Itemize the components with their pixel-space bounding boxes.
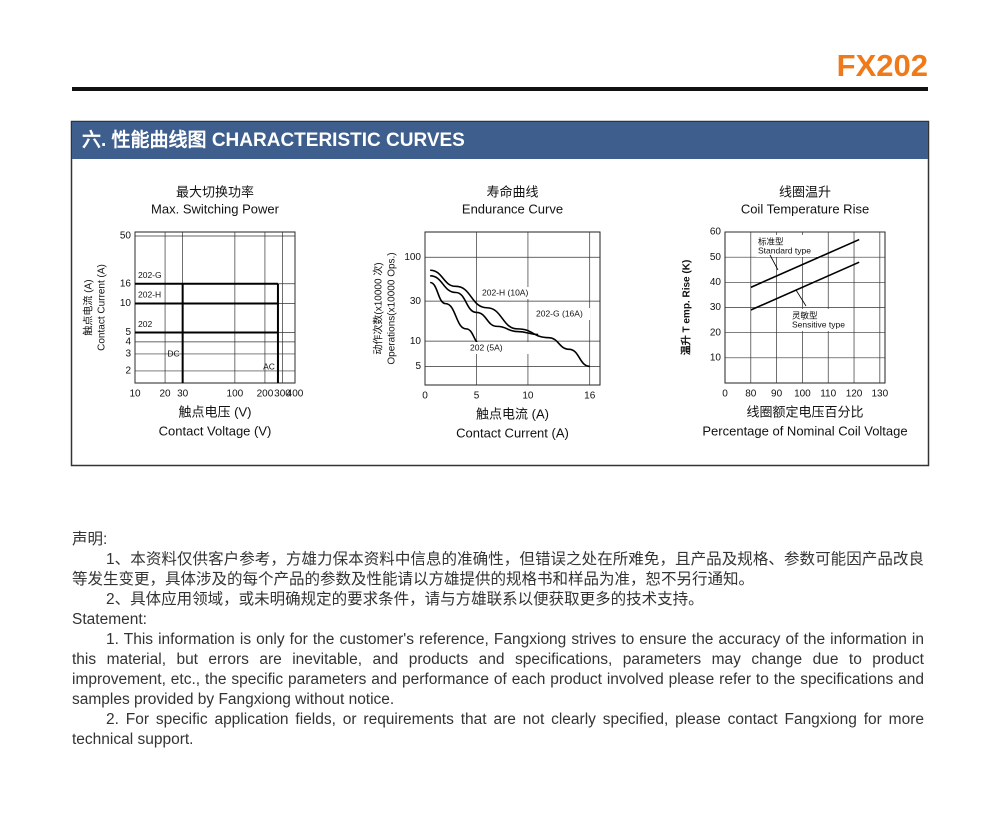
series-line (750, 238, 860, 289)
series-line (430, 275, 539, 336)
y-tick-label: 10 (120, 298, 132, 309)
statement-item: 1. This information is only for the cust… (72, 631, 924, 708)
statement: 声明: 1、本资料仅供客户参考，方雄力保本资料中信息的准确性，但错误之处在所难免… (72, 530, 924, 750)
x-tick-label: 10 (522, 391, 534, 402)
y-label-cn: 触点电流 (A) (82, 279, 95, 335)
x-label: Contact Current (A) (456, 425, 569, 440)
series-label: 202-H (10A) (482, 287, 528, 297)
series-label: 202-H (138, 290, 161, 300)
label-bg (136, 270, 164, 281)
model: FX202 (837, 48, 928, 83)
x-label: Percentage of Nominal Coil Voltage (702, 423, 907, 438)
y-tick-label: 10 (410, 336, 422, 347)
x-tick-label: 90 (771, 389, 783, 400)
label-bg (790, 309, 852, 331)
chart-title: Coil Temperature Rise (741, 201, 869, 216)
chart-title: Max. Switching Power (151, 201, 280, 216)
x-tick-label: 10 (129, 389, 141, 400)
x-tick-label: 120 (846, 389, 863, 400)
statement-title: 声明: (72, 531, 108, 548)
x-tick-label: 400 (287, 389, 304, 400)
y-tick-label: 5 (125, 327, 131, 338)
y-tick-label: 60 (710, 227, 722, 238)
statement-item: 1、本资料仅供客户参考，方雄力保本资料中信息的准确性，但错误之处在所难免，且产品… (72, 551, 924, 588)
series-label: 202 (138, 319, 152, 329)
series-label-cn: 灵敏型 (792, 310, 818, 320)
x-label-cn: 触点电流 (A) (476, 406, 549, 421)
section-bar (72, 122, 928, 159)
series-label: 202-G (16A) (536, 308, 583, 318)
y-tick-label: 50 (710, 252, 722, 263)
y-label-cn: 动作次数(x10000 次) (372, 262, 385, 354)
label-bg (136, 290, 164, 301)
statement-item: 2、具体应用领域，或未明确规定的要求条件，请与方雄联系以便获取更多的技术支持。 (106, 591, 704, 608)
x-label: Contact Voltage (V) (159, 423, 272, 438)
series-label: 202-G (138, 270, 162, 280)
series-label: AC (263, 361, 275, 371)
label-bg (756, 235, 818, 257)
x-tick-label: 110 (820, 389, 836, 400)
y-label: 温升 T emp. Rise (K) (680, 260, 693, 356)
x-label-cn: 触点电压 (V) (179, 404, 252, 419)
x-label-cn: 线圈额定电压百分比 (746, 404, 863, 419)
y-tick-label: 100 (404, 252, 421, 263)
y-tick-label: 50 (120, 231, 132, 242)
x-tick-label: 5 (474, 391, 480, 402)
y-tick-label: 40 (710, 277, 722, 288)
chart-title-cn: 线圈温升 (779, 184, 831, 199)
header-rule (72, 87, 928, 91)
y-tick-label: 30 (710, 302, 722, 313)
chart-title-cn: 最大切换功率 (176, 184, 254, 199)
series-line (430, 269, 590, 368)
y-tick-label: 3 (125, 349, 131, 360)
series-label-cn: 标准型 (758, 236, 784, 246)
label-bg (480, 287, 536, 299)
label-arrow (769, 254, 779, 271)
label-bg (534, 308, 590, 320)
chart-title: Endurance Curve (462, 201, 563, 216)
x-origin-label: 0 (722, 389, 728, 400)
statement-title: Statement: (72, 611, 147, 628)
x-tick-label: 300 (274, 389, 291, 400)
y-tick-label: 16 (120, 278, 132, 289)
series-label: 202 (5A) (470, 342, 503, 352)
y-label: Contact Current (A) (97, 264, 108, 351)
x-tick-label: 30 (177, 389, 189, 400)
series-label: Sensitive type (792, 319, 845, 329)
y-tick-label: 4 (125, 337, 131, 348)
x-tick-label: 80 (745, 389, 757, 400)
label-arrow (795, 289, 807, 307)
x-tick-label: 20 (160, 389, 172, 400)
x-tick-label: 130 (871, 389, 888, 400)
x-tick-label: 0 (422, 391, 428, 402)
x-tick-label: 200 (257, 389, 274, 400)
x-tick-label: 16 (584, 391, 596, 402)
series-line (750, 261, 860, 311)
y-label: Operations(x10000 Ops.) (387, 252, 398, 364)
series-label: DC (167, 348, 179, 358)
statement-item: 2. For specific application fields, or r… (72, 711, 924, 748)
x-tick-label: 100 (227, 389, 244, 400)
series-label: Standard type (758, 245, 811, 255)
label-bg (136, 319, 164, 330)
y-tick-label: 2 (125, 366, 131, 377)
x-tick-label: 100 (794, 389, 811, 400)
y-tick-label: 5 (415, 361, 421, 372)
series-line (429, 281, 482, 346)
y-tick-label: 10 (710, 352, 722, 363)
label-bg (468, 342, 542, 354)
y-tick-label: 20 (710, 327, 722, 338)
chart-title-cn: 寿命曲线 (486, 184, 538, 199)
section-title: 六. 性能曲线图 CHARACTERISTIC CURVES (82, 128, 465, 151)
y-tick-label: 30 (410, 296, 422, 307)
